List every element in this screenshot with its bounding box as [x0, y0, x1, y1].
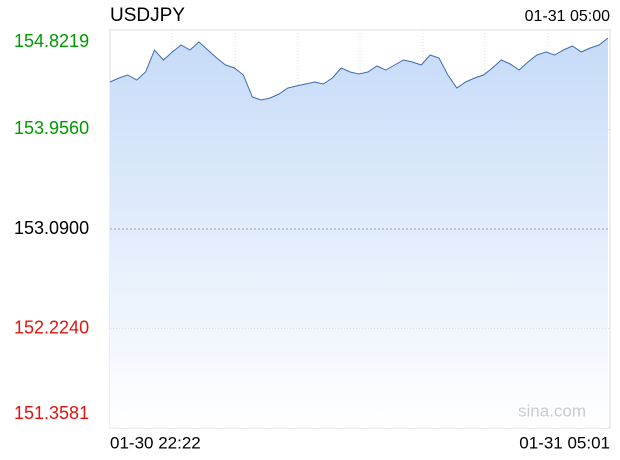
- x-start-label: 01-30 22:22: [110, 433, 201, 452]
- y-tick-label: 153.9560: [14, 118, 89, 138]
- y-tick-label: 154.8219: [14, 31, 89, 51]
- price-line: [109, 37, 609, 101]
- chart-title: USDJPY: [110, 5, 185, 26]
- y-tick-label: 151.3581: [14, 403, 89, 423]
- x-end-label: 01-31 05:01: [519, 433, 610, 452]
- watermark: sina.com: [518, 401, 586, 420]
- time-label: 01-31 05:00: [525, 8, 611, 25]
- y-tick-label: 152.2240: [14, 317, 89, 337]
- y-tick-label: 153.0900: [14, 218, 89, 238]
- area: [110, 38, 608, 428]
